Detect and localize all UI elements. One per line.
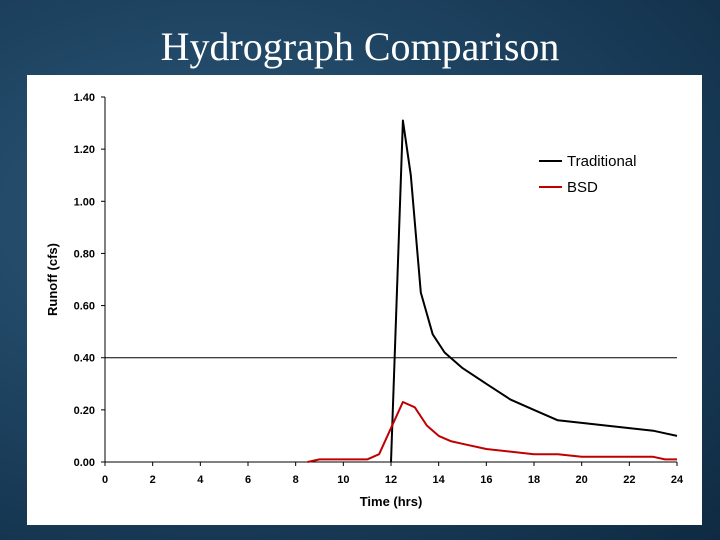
y-axis-title: Runoff (cfs) [45,243,60,316]
x-tick-label: 22 [623,474,635,486]
x-tick-label: 4 [197,474,204,486]
series-layer [307,119,678,463]
legend-label-traditional: Traditional [567,153,636,170]
y-tick-labels: 0.00 0.20 0.40 0.60 0.80 1.00 1.20 1.40 [74,92,105,469]
chart-panel: 0 2 4 6 8 10 12 14 16 18 20 22 24 0.00 0.20 0.40 0.60 0.… [27,75,702,525]
y-tick-label: 0.80 [74,248,95,260]
x-tick-label: 10 [337,474,349,486]
x-tick-label: 0 [102,474,108,486]
x-tick-label: 2 [150,474,156,486]
y-tick-label: 0.00 [74,457,95,469]
legend-label-bsd: BSD [567,179,598,196]
y-tick-label: 1.40 [74,92,95,104]
x-tick-label: 24 [671,474,684,486]
x-tick-label: 16 [480,474,492,486]
x-tick-labels: 0 2 4 6 8 10 12 14 16 18 20 22 24 [102,462,684,486]
y-tick-label: 0.20 [74,405,95,417]
x-tick-label: 12 [385,474,397,486]
x-tick-label: 6 [245,474,251,486]
slide-title: Hydrograph Comparison [160,24,560,69]
chart-legend: Traditional BSD [539,153,636,196]
x-axis-title: Time (hrs) [360,494,423,509]
y-tick-label: 1.20 [74,144,95,156]
x-tick-label: 8 [293,474,299,486]
hydrograph-chart: 0 2 4 6 8 10 12 14 16 18 20 22 24 0.000.200.400.600.… [45,92,684,509]
x-tick-label: 18 [528,474,540,486]
x-tick-label: 14 [433,474,446,486]
y-tick-label: 0.60 [74,301,95,313]
x-tick-label: 20 [576,474,588,486]
y-tick-label: 0.40 [74,353,95,365]
chart-axes [104,97,677,463]
series-line-bsd [307,401,677,463]
series-line-traditional [390,119,678,463]
y-tick-label: 1.00 [74,196,95,208]
